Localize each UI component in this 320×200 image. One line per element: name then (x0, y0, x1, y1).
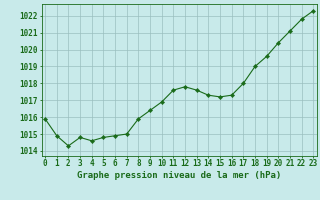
X-axis label: Graphe pression niveau de la mer (hPa): Graphe pression niveau de la mer (hPa) (77, 171, 281, 180)
